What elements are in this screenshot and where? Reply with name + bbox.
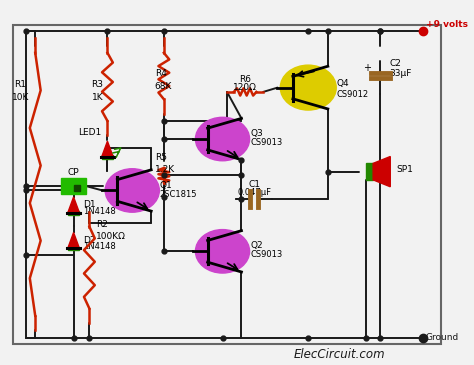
FancyBboxPatch shape — [13, 25, 441, 344]
Text: +9 volts: +9 volts — [426, 20, 467, 29]
FancyBboxPatch shape — [101, 155, 113, 159]
Text: 1N4148: 1N4148 — [83, 242, 116, 251]
Text: SP1: SP1 — [396, 165, 413, 174]
Text: +: + — [363, 64, 371, 73]
Text: 2SC1815: 2SC1815 — [159, 189, 197, 199]
Text: 33μF: 33μF — [390, 69, 412, 78]
Text: Q3: Q3 — [250, 129, 263, 138]
FancyBboxPatch shape — [61, 178, 86, 194]
Text: R2: R2 — [96, 220, 108, 228]
Circle shape — [105, 169, 159, 212]
Circle shape — [195, 230, 250, 273]
Text: D2: D2 — [83, 236, 96, 245]
Text: R5: R5 — [155, 153, 167, 162]
Text: 1K: 1K — [91, 93, 103, 102]
Text: 120Ω: 120Ω — [233, 83, 257, 92]
FancyBboxPatch shape — [68, 247, 80, 250]
Text: Q1: Q1 — [159, 181, 172, 189]
Polygon shape — [101, 141, 113, 157]
Text: 1.2K: 1.2K — [155, 165, 175, 174]
Text: D1: D1 — [83, 200, 96, 210]
Text: Q2: Q2 — [250, 241, 263, 250]
Polygon shape — [373, 157, 390, 187]
Circle shape — [195, 117, 250, 161]
Text: C2: C2 — [390, 59, 401, 68]
Text: CS9013: CS9013 — [250, 250, 283, 260]
Text: R4: R4 — [155, 69, 167, 78]
Text: R3: R3 — [91, 80, 103, 89]
Text: LED1: LED1 — [78, 128, 101, 137]
Text: R6: R6 — [239, 75, 251, 84]
Circle shape — [280, 65, 336, 110]
Text: 1N4148: 1N4148 — [83, 207, 116, 216]
FancyBboxPatch shape — [68, 211, 80, 215]
Text: 68K: 68K — [155, 82, 172, 91]
Text: C1: C1 — [248, 180, 260, 189]
Polygon shape — [68, 197, 80, 213]
Text: 100KΩ: 100KΩ — [96, 233, 126, 241]
Text: ElecCircuit.com: ElecCircuit.com — [294, 348, 386, 361]
Text: Ground: Ground — [426, 333, 459, 342]
Text: 0.047μF: 0.047μF — [237, 188, 271, 197]
Text: CS9012: CS9012 — [336, 90, 368, 99]
Text: R1: R1 — [14, 80, 27, 89]
Text: CP: CP — [68, 168, 80, 177]
Polygon shape — [366, 164, 373, 180]
Polygon shape — [68, 233, 80, 249]
Text: 10K: 10K — [12, 93, 29, 102]
Text: Q4: Q4 — [336, 80, 349, 88]
Text: CS9013: CS9013 — [250, 138, 283, 147]
